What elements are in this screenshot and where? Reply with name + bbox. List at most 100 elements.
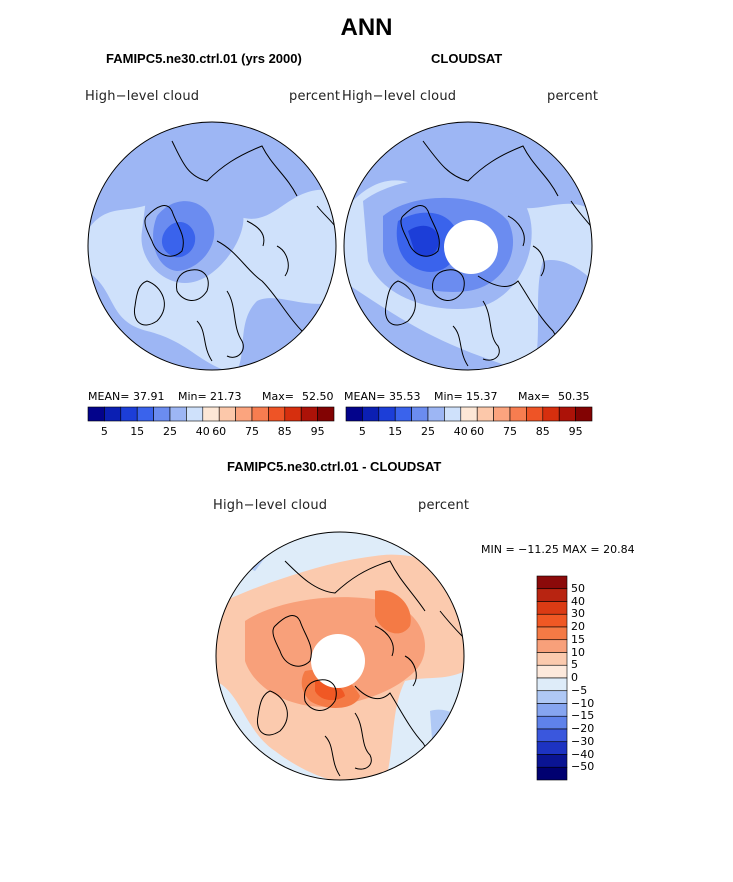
diff-colorbar-box-9 — [536, 690, 568, 704]
model-max-label: Max= — [262, 390, 294, 403]
figure-title: ANN — [340, 14, 393, 41]
obs-colorbar-box-6 — [444, 406, 462, 422]
obs-units-label: percent — [547, 89, 599, 104]
obs-mean-value: 35.53 — [389, 390, 421, 403]
model-max-value: 52.50 — [302, 390, 334, 403]
model-colorbar-box-8 — [218, 406, 236, 422]
diff-colorbar-box-13 — [536, 741, 568, 755]
obs-colorbar-box-1 — [362, 406, 380, 422]
model-min-value: 21.73 — [210, 390, 242, 403]
diff-colorbar-tick: −20 — [571, 722, 595, 735]
model-colorbar-box-5 — [169, 406, 187, 422]
obs-min-label: Min= — [434, 390, 463, 403]
diff-colorbar-tick: 10 — [571, 645, 585, 659]
diff-variable-label: High−level cloud — [213, 498, 328, 513]
model-colorbar-box-7 — [202, 406, 220, 422]
obs-mean-label: MEAN= — [344, 390, 386, 403]
model-colorbar-box-9 — [235, 406, 253, 422]
diff-colorbar-box-14 — [536, 754, 568, 768]
diff-colorbar-box-0 — [536, 575, 568, 590]
obs-colorbar-tick: 5 — [358, 425, 366, 438]
diff-colorbar-box-11 — [536, 715, 568, 730]
diff-colorbar-box-5 — [536, 639, 568, 653]
model-colorbar-box-13 — [300, 406, 318, 422]
diff-polar-map — [215, 531, 465, 781]
model-colorbar-box-3 — [136, 406, 154, 422]
diff-colorbar-tick: 50 — [571, 581, 585, 595]
diff-colorbar-tick: −50 — [571, 760, 595, 774]
model-colorbar-tick: 75 — [245, 425, 259, 438]
model-polar-map — [87, 121, 337, 371]
diff-colorbar-tick: 40 — [571, 594, 585, 608]
model-mean-value: 37.91 — [133, 390, 165, 403]
obs-colorbar-tick: 85 — [535, 425, 550, 438]
diff-colorbar-tick: 30 — [571, 607, 585, 621]
obs-colorbar-box-13 — [558, 406, 576, 422]
diff-units-label: percent — [418, 498, 470, 513]
diff-colorbar-box-15 — [536, 766, 568, 781]
diff-colorbar-box-10 — [536, 703, 568, 717]
diff-colorbar-box-1 — [536, 588, 568, 602]
obs-colorbar-box-2 — [378, 406, 396, 422]
obs-colorbar-tick: 40 — [453, 425, 468, 438]
model-colorbar-box-12 — [284, 406, 302, 422]
obs-colorbar-box-8 — [476, 406, 494, 422]
model-colorbar-box-11 — [268, 406, 286, 422]
obs-colorbar-box-11 — [526, 406, 544, 422]
obs-min-value: 15.37 — [466, 390, 498, 403]
model-mean-label: MEAN= — [88, 390, 130, 403]
diff-colorbar — [536, 575, 568, 781]
model-colorbar-tick: 5 — [100, 425, 108, 438]
obs-colorbar — [345, 406, 593, 422]
model-colorbar-tick: 85 — [277, 425, 292, 438]
obs-colorbar-box-4 — [411, 406, 429, 422]
model-colorbar-box-6 — [186, 406, 204, 422]
model-colorbar-tick: 95 — [310, 425, 325, 438]
model-colorbar-box-10 — [251, 406, 269, 422]
diff-colorbar-box-3 — [536, 613, 568, 628]
model-units-label: percent — [289, 89, 341, 104]
diff-colorbar-box-8 — [536, 677, 568, 692]
diff-colorbar-box-6 — [536, 652, 568, 666]
obs-colorbar-tick: 75 — [503, 425, 517, 438]
diff-colorbar-box-2 — [536, 601, 568, 615]
obs-colorbar-tick: 60 — [470, 425, 485, 438]
obs-colorbar-box-3 — [394, 406, 412, 422]
diff-colorbar-tick: −15 — [571, 709, 595, 723]
model-colorbar — [87, 406, 335, 422]
obs-panel-title: CLOUDSAT — [431, 51, 503, 66]
diff-colorbar-tick: −10 — [571, 696, 595, 710]
obs-colorbar-tick: 15 — [388, 425, 403, 438]
obs-colorbar-box-0 — [345, 406, 363, 422]
diff-colorbar-box-12 — [536, 728, 568, 743]
model-variable-label: High−level cloud — [85, 89, 200, 104]
obs-polar-map — [343, 121, 593, 371]
diff-colorbar-box-4 — [536, 626, 568, 641]
obs-colorbar-box-9 — [493, 406, 511, 422]
model-colorbar-box-2 — [120, 406, 138, 422]
model-colorbar-tick: 60 — [212, 425, 227, 438]
obs-colorbar-box-14 — [575, 406, 593, 422]
diff-colorbar-tick: −30 — [571, 734, 595, 748]
diff-colorbar-tick: −40 — [571, 747, 595, 761]
obs-max-value: 50.35 — [558, 390, 590, 403]
obs-max-label: Max= — [518, 390, 550, 403]
obs-colorbar-tick: 95 — [568, 425, 583, 438]
model-min-label: Min= — [178, 390, 207, 403]
diff-colorbar-tick: 20 — [571, 620, 585, 633]
obs-colorbar-tick: 25 — [421, 425, 435, 438]
model-colorbar-box-0 — [87, 406, 105, 422]
model-colorbar-box-4 — [153, 406, 171, 422]
obs-variable-label: High−level cloud — [342, 89, 457, 104]
model-colorbar-tick: 40 — [195, 425, 210, 438]
diff-colorbar-tick: 15 — [571, 632, 585, 646]
model-colorbar-tick: 25 — [163, 425, 177, 438]
obs-colorbar-box-7 — [460, 406, 478, 422]
diff-colorbar-tick: 5 — [571, 658, 578, 672]
diff-colorbar-tick: 0 — [571, 671, 578, 684]
diff-colorbar-tick: −5 — [571, 683, 588, 697]
diff-colorbar-box-7 — [536, 664, 568, 679]
diff-panel-title: FAMIPC5.ne30.ctrl.01 - CLOUDSAT — [227, 459, 442, 474]
model-panel-title: FAMIPC5.ne30.ctrl.01 (yrs 2000) — [106, 51, 302, 66]
model-colorbar-box-1 — [104, 406, 122, 422]
